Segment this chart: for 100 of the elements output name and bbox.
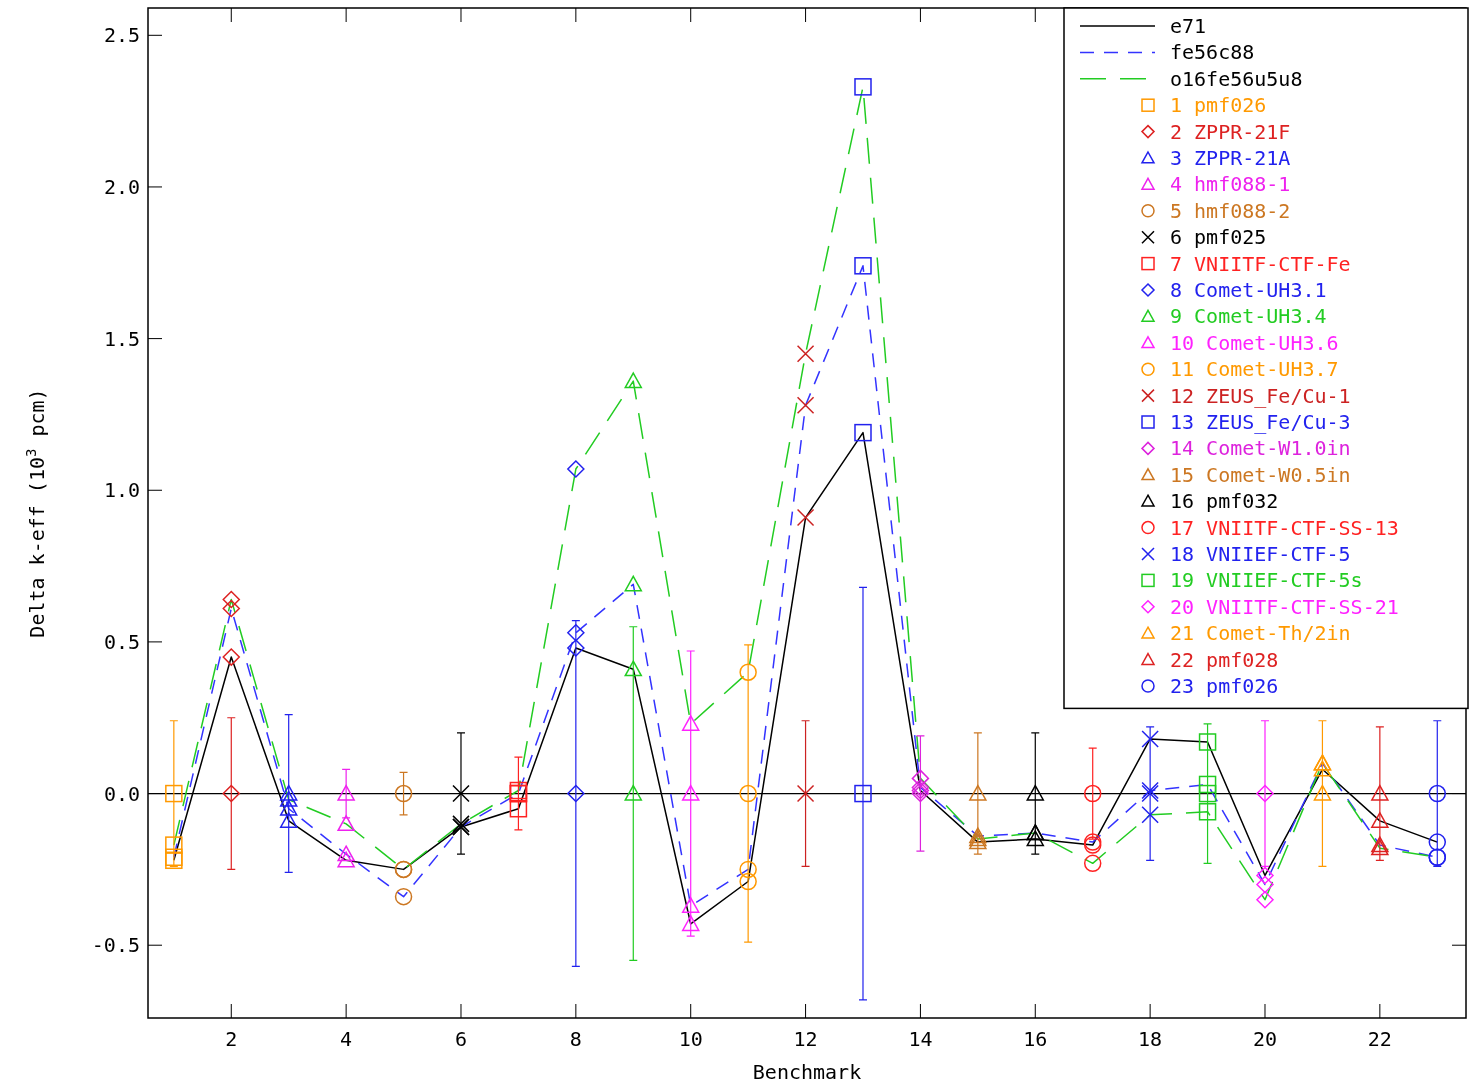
x-tick-label: 4 [340,1027,353,1051]
legend-label: 17 VNIITF-CTF-SS-13 [1170,515,1399,540]
point [1141,806,1159,824]
point [222,784,241,803]
point [1371,812,1389,828]
point [1198,775,1217,794]
x-tick-label: 10 [678,1027,703,1051]
point [1198,803,1217,821]
point [567,784,585,803]
point [1026,830,1045,847]
x-tick-label: 14 [908,1027,933,1051]
legend-label: 9 Comet-UH3.4 [1170,304,1327,329]
x-tick-label: 2 [225,1027,238,1051]
point [567,460,585,478]
point [911,769,930,788]
legend-label: 7 VNIITF-CTF-Fe [1170,251,1351,276]
point [624,784,643,801]
x-tick-label: 22 [1367,1027,1392,1051]
x-tick-label: 16 [1023,1027,1048,1051]
point [222,599,241,618]
point [681,715,700,731]
point [165,784,183,803]
point [739,663,757,681]
point [969,784,987,801]
legend-label: 6 pmf025 [1170,225,1267,250]
point [681,897,700,913]
point [739,784,757,803]
point [1256,784,1274,803]
point [854,257,872,275]
legend-label: o16fe56u5u8 [1170,66,1303,91]
point [854,784,872,803]
point [452,784,470,803]
point [796,784,815,803]
x-tick-label: 8 [569,1027,582,1051]
point [567,624,585,642]
point [681,784,700,801]
y-tick-label: 1.0 [103,478,140,503]
legend-label: 5 hmf088-2 [1170,198,1291,223]
y-tick-label: -0.5 [91,933,140,958]
point [165,836,183,854]
point [1083,784,1102,803]
point [165,848,183,866]
legend-label: 23 pmf026 [1170,674,1279,698]
legend-label: 11 Comet-UH3.7 [1170,357,1339,382]
point [1371,784,1389,801]
point [222,648,241,666]
point [222,590,241,609]
point [1428,784,1447,803]
y-tick-label: 2.0 [103,174,140,199]
point [1313,760,1332,777]
point [739,872,757,891]
legend-label: 12 ZEUS_Fe/Cu-1 [1170,383,1351,408]
point [854,423,872,442]
point [337,784,355,801]
y-tick-label: 2.5 [103,23,140,48]
point [1256,875,1274,894]
x-tick-label: 6 [454,1027,468,1051]
point [1256,866,1274,885]
point [279,812,298,828]
legend-label: 19 VNIIEF-CTF-5s [1170,568,1363,593]
legend-label: 18 VNIIEF-CTF-5 [1170,542,1351,566]
x-axis-title: Benchmark [752,1060,862,1083]
point [624,660,643,677]
point [337,851,355,868]
point [796,345,815,363]
y-tick-label: 0.5 [103,629,140,654]
legend-label: fe56c88 [1170,40,1255,65]
y-tick-label: 1.5 [103,326,140,351]
point [279,784,298,801]
point [1198,733,1217,751]
point [567,639,585,657]
legend-label: 20 VNIITF-CTF-SS-21 [1170,594,1399,619]
point [337,815,355,832]
point [394,887,413,906]
y-tick-label: 0.0 [103,781,140,806]
legend-label: 3 ZPPR-21A [1170,146,1291,170]
point [509,799,528,818]
legend-label: 22 pmf028 [1170,647,1279,672]
point [394,784,413,803]
point [624,372,643,389]
point [796,396,815,415]
point [681,915,700,932]
point [1026,784,1045,801]
legend-label: 1 pmf026 [1170,93,1267,118]
legend-label: 16 pmf032 [1170,489,1279,514]
point [854,78,872,96]
point [1428,833,1447,851]
x-tick-label: 18 [1138,1027,1163,1051]
legend-label: 8 Comet-UH3.1 [1170,278,1327,302]
x-tick-label: 12 [793,1027,818,1051]
legend-label: 13 ZEUS_Fe/Cu-3 [1170,410,1351,434]
legend-label: 4 hmf088-1 [1170,172,1291,197]
legend-label: 21 Comet-Th/2in [1170,621,1351,646]
legend-label: e71 [1170,14,1207,38]
point [1256,890,1274,909]
point [279,790,298,807]
point [1083,854,1102,873]
x-tick-label: 20 [1252,1027,1278,1051]
legend-label: 14 Comet-W1.0in [1170,436,1351,461]
point [624,575,643,592]
